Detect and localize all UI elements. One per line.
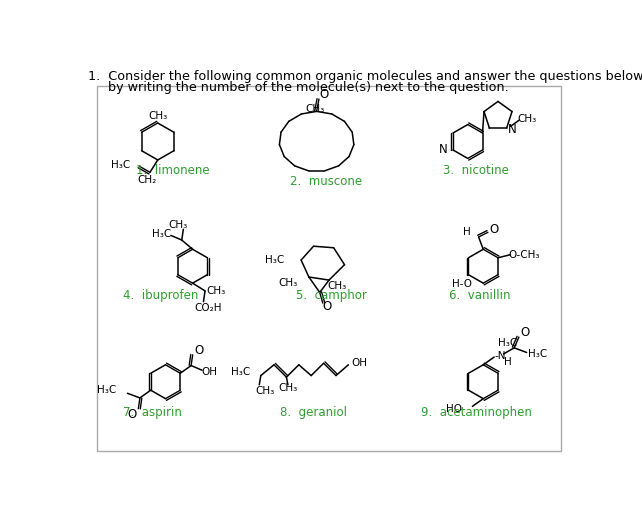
- Text: H: H: [504, 357, 512, 367]
- FancyBboxPatch shape: [98, 86, 560, 451]
- Text: 7.  aspirin: 7. aspirin: [123, 406, 182, 419]
- Text: H-O: H-O: [452, 279, 473, 289]
- Text: CH₃: CH₃: [327, 281, 347, 291]
- Text: O-CH₃: O-CH₃: [508, 250, 540, 260]
- Text: 2.  muscone: 2. muscone: [290, 175, 361, 188]
- Text: H₃C: H₃C: [110, 160, 130, 169]
- Text: CH₃: CH₃: [148, 111, 168, 121]
- Text: H₃C: H₃C: [98, 385, 117, 395]
- Text: O: O: [128, 408, 137, 421]
- Text: O: O: [195, 344, 204, 357]
- Text: CH₂: CH₂: [137, 175, 157, 185]
- Text: 6.  vanillin: 6. vanillin: [449, 289, 510, 302]
- Text: H₃C: H₃C: [230, 367, 250, 378]
- Text: 4.  ibuprofen: 4. ibuprofen: [123, 289, 198, 302]
- Text: CH₃: CH₃: [306, 105, 325, 114]
- Text: CH₃: CH₃: [279, 383, 298, 393]
- Text: CH₃: CH₃: [256, 386, 275, 396]
- Text: O: O: [323, 300, 332, 313]
- Text: CH₃: CH₃: [279, 278, 298, 288]
- Text: 9.  acetaminophen: 9. acetaminophen: [421, 406, 532, 419]
- Text: 1.  Consider the following common organic molecules and answer the questions bel: 1. Consider the following common organic…: [88, 70, 642, 83]
- Text: OH: OH: [202, 367, 218, 376]
- Text: CH₃: CH₃: [206, 286, 225, 296]
- Text: -N: -N: [494, 350, 506, 361]
- Text: H: H: [463, 227, 471, 237]
- Text: 1.  limonene: 1. limonene: [136, 164, 210, 177]
- Text: O: O: [521, 326, 530, 339]
- Text: CO₂H: CO₂H: [195, 303, 222, 313]
- Text: O: O: [319, 88, 328, 101]
- Text: 3.  nicotine: 3. nicotine: [443, 164, 509, 177]
- Text: 5.  camphor: 5. camphor: [296, 289, 367, 302]
- Text: OH: OH: [351, 358, 367, 369]
- Text: H₃C: H₃C: [152, 229, 171, 239]
- Text: O: O: [489, 223, 499, 236]
- Text: N: N: [508, 123, 516, 136]
- Text: H₃C: H₃C: [498, 338, 517, 348]
- Text: H₃C: H₃C: [265, 255, 284, 265]
- Text: H₃C: H₃C: [528, 349, 547, 359]
- Text: by writing the number of the molecule(s) next to the question.: by writing the number of the molecule(s)…: [88, 81, 508, 93]
- Text: N: N: [439, 143, 447, 157]
- Text: CH₃: CH₃: [168, 220, 187, 229]
- Text: 8.  geraniol: 8. geraniol: [280, 406, 347, 419]
- Text: HO: HO: [446, 405, 462, 415]
- Text: CH₃: CH₃: [517, 114, 537, 124]
